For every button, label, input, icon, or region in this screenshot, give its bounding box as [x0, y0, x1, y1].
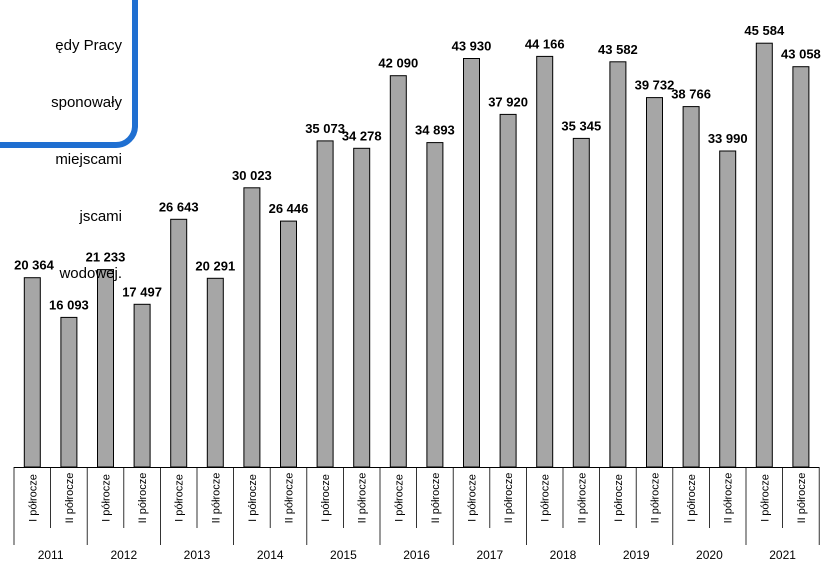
tick-label: 2012 — [110, 548, 137, 562]
data-label: 26 643 — [159, 199, 199, 214]
bar — [463, 58, 480, 468]
data-label: 43 582 — [598, 42, 638, 57]
tick-label: II półrocze — [650, 473, 662, 524]
data-label: 17 497 — [122, 284, 162, 299]
tick-label: II półrocze — [430, 473, 442, 524]
tick-label: 2016 — [403, 548, 430, 562]
data-label: 35 073 — [305, 121, 345, 136]
bar — [755, 42, 773, 468]
bar — [682, 106, 700, 468]
data-label: 34 278 — [342, 128, 382, 143]
data-label: 38 766 — [671, 87, 711, 102]
bar — [572, 137, 590, 468]
bar — [536, 55, 554, 468]
data-label: 39 732 — [635, 78, 675, 93]
tick-label: 2014 — [257, 548, 284, 562]
data-label: 30 023 — [232, 168, 272, 183]
data-label: 20 364 — [14, 258, 55, 273]
data-label-group: 20 364 16 093 21 233 17 497 26 643 20 291 30 0… — [14, 23, 821, 312]
tick-label: 2013 — [184, 548, 211, 562]
bar — [206, 277, 224, 468]
bar — [499, 113, 517, 468]
tick-label: II półrocze — [137, 473, 149, 524]
text-callout-box: ędy Pracy sponowały miejscami jscami wod… — [0, 0, 138, 282]
tick-label: II półrocze — [796, 473, 808, 524]
tick-label: I półrocze — [467, 474, 479, 522]
bar — [609, 61, 627, 468]
tick-label: I półrocze — [174, 474, 186, 522]
tick-label: I półrocze — [759, 474, 771, 522]
tick-label: I półrocze — [27, 474, 39, 522]
data-label: 21 233 — [86, 250, 126, 265]
data-label: 16 093 — [49, 297, 89, 312]
bar — [316, 140, 334, 468]
bar — [243, 187, 261, 468]
data-label: 34 893 — [415, 123, 455, 138]
tick-label: 2017 — [476, 548, 503, 562]
tick-label: II półrocze — [210, 473, 222, 524]
bar — [170, 218, 188, 468]
tick-label: I półrocze — [247, 474, 259, 522]
bar — [280, 220, 297, 468]
tick-label: 2011 — [38, 548, 64, 562]
data-label: 42 090 — [378, 56, 418, 71]
bar — [353, 147, 371, 468]
data-label: 37 920 — [488, 94, 528, 109]
callout-text: ędy Pracy sponowały miejscami jscami wod… — [51, 0, 122, 321]
tick-label: II półrocze — [723, 473, 735, 524]
data-label: 26 446 — [269, 201, 309, 216]
callout-line: jscami — [79, 208, 122, 225]
callout-line: ędy Pracy — [55, 37, 122, 54]
bar-group — [23, 42, 810, 468]
tick-label: II półrocze — [576, 473, 588, 524]
tick-label: I półrocze — [686, 474, 698, 522]
callout-line: sponowały — [51, 94, 122, 111]
bar — [23, 277, 41, 468]
tick-label: I półrocze — [101, 474, 113, 522]
tick-label: 2020 — [696, 548, 723, 562]
bar — [389, 75, 407, 468]
callout-line: miejscami — [55, 151, 122, 168]
tick-label: II półrocze — [357, 473, 369, 524]
bar — [792, 66, 810, 468]
data-label: 43 058 — [781, 47, 821, 62]
tick-label: 2015 — [330, 548, 357, 562]
bar — [646, 97, 663, 468]
category-axis: I półrocze II półrocze I półrocze II półroc… — [13, 467, 820, 562]
tick-label: II półrocze — [284, 473, 296, 524]
data-label: 20 291 — [195, 258, 235, 273]
data-label: 33 990 — [708, 131, 748, 146]
tick-label: II półrocze — [503, 473, 515, 524]
tick-label: II półrocze — [64, 473, 76, 524]
callout-line: wodowej. — [59, 265, 122, 282]
bar — [719, 150, 737, 468]
bar — [133, 303, 151, 468]
tick-label: I półrocze — [393, 474, 405, 522]
tick-label: 2021 — [769, 548, 796, 562]
tick-label: 2018 — [550, 548, 577, 562]
bar — [60, 316, 78, 468]
tick-label: I półrocze — [613, 474, 625, 522]
bar — [426, 142, 444, 468]
tick-label: 2019 — [623, 548, 650, 562]
data-label: 43 930 — [452, 39, 492, 54]
data-label: 45 584 — [744, 23, 785, 38]
data-label: 44 166 — [525, 36, 565, 51]
tick-label: I półrocze — [540, 474, 552, 522]
data-label: 35 345 — [561, 118, 601, 133]
tick-label: I półrocze — [320, 474, 332, 522]
